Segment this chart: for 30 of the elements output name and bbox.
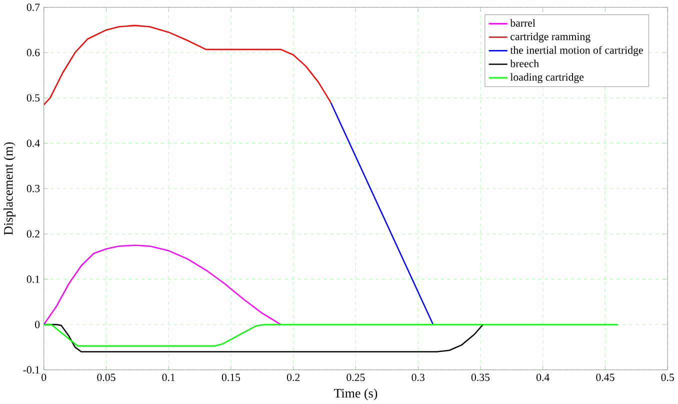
x-tick-label: 0.2	[286, 374, 300, 382]
y-tick-label: 0	[35, 320, 40, 328]
x-axis-title: Time (s)	[334, 388, 378, 400]
x-tick-label: 0.15	[222, 374, 240, 382]
y-tick-label: 0.6	[26, 48, 40, 56]
y-tick-label: -0.1	[23, 366, 40, 374]
x-tick-label: 0.4	[536, 374, 550, 382]
x-tick-label: 0.5	[661, 374, 674, 382]
legend-label: barrel	[510, 19, 536, 27]
legend-label: cartridge ramming	[510, 32, 590, 42]
x-tick-label: 0	[42, 374, 46, 382]
y-tick-label: 0.1	[26, 276, 40, 283]
y-tick-label: 0.3	[26, 184, 40, 192]
y-tick-label: 0.7	[26, 4, 40, 12]
line-series	[44, 244, 282, 326]
line-series	[44, 24, 332, 106]
x-tick-label: 0.3	[412, 374, 424, 382]
y-tick-label: 0.5	[26, 94, 40, 102]
legend-label: breech	[510, 60, 539, 68]
x-tick-label: 0.45	[596, 374, 614, 382]
legend-label: the inertial motion of cartridge	[510, 46, 643, 56]
line-series	[44, 324, 618, 347]
x-tick-label: 0.35	[471, 374, 490, 382]
x-tick-label: 0.05	[97, 374, 116, 382]
y-tick-label: 0.4	[26, 140, 40, 147]
legend-label: loading cartridge	[510, 73, 584, 84]
x-tick-label: 0.25	[346, 374, 365, 382]
y-axis-title: Displacement (m)	[4, 142, 16, 236]
x-tick-label: 0.1	[162, 374, 175, 382]
y-tick-label: 0.2	[26, 230, 40, 238]
